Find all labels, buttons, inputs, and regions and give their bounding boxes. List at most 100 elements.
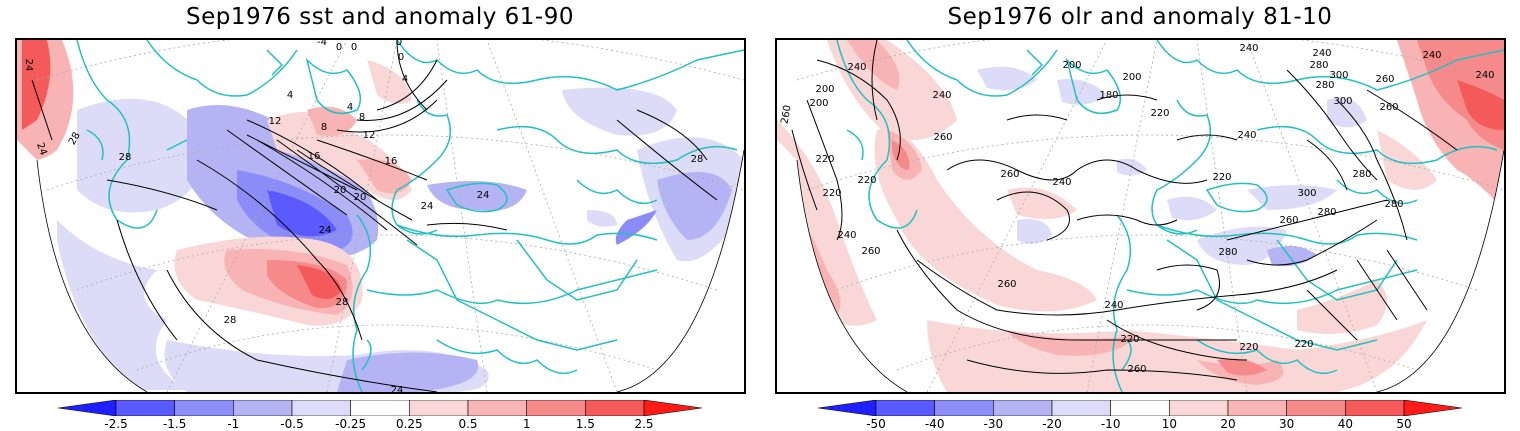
olr-contours bbox=[791, 40, 1458, 381]
olr-label-260-b: 260 bbox=[1375, 74, 1394, 85]
olr-colorbar-swatch bbox=[875, 400, 935, 416]
olr-colorbar-swatch bbox=[993, 400, 1053, 416]
olr-label-220-e: 220 bbox=[822, 188, 841, 199]
olr-label-240-b: 240 bbox=[932, 90, 951, 101]
olr-label-260-c: 260 bbox=[1379, 102, 1398, 113]
sst-colorbar-high-arrow bbox=[643, 400, 702, 416]
sst-colorbar-tick-label: -1 bbox=[227, 417, 240, 431]
sst-label-24-c: 24 bbox=[421, 201, 434, 212]
sst-colorbar-tick-label: -1.5 bbox=[162, 417, 187, 431]
olr-anomaly-map: 240 200 200 260 240 200 180 200 220 240 … bbox=[775, 38, 1506, 394]
olr-label-240-j: 240 bbox=[1104, 300, 1123, 311]
sst-colorbar-tick-label: 1 bbox=[522, 417, 531, 431]
olr-label-240-h: 240 bbox=[1052, 177, 1071, 188]
sst-label-12-b: 12 bbox=[363, 130, 376, 141]
olr-label-240-f: 240 bbox=[1475, 70, 1494, 81]
sst-colorbar-tick-label: 1.5 bbox=[575, 417, 595, 431]
sst-label-24-tl: 24 bbox=[23, 59, 34, 72]
olr-label-240-e: 240 bbox=[1422, 50, 1441, 61]
olr-label-200-c: 200 bbox=[1062, 60, 1081, 71]
olr-label-260-e: 260 bbox=[1000, 169, 1019, 180]
sst-label-12-a: 12 bbox=[269, 116, 282, 127]
olr-label-300-a: 300 bbox=[1329, 70, 1348, 81]
olr-label-280-d: 280 bbox=[1384, 199, 1403, 210]
sst-anomaly-shading bbox=[17, 40, 744, 392]
sst-label-24-d: 24 bbox=[477, 190, 490, 201]
sst-anomaly-map: 24 28 24 28 -4 0 0 0 0 4 4 4 8 8 12 12 1… bbox=[15, 38, 746, 394]
olr-label-240-d: 240 bbox=[1312, 48, 1331, 59]
olr-label-260-d: 260 bbox=[933, 132, 952, 143]
olr-label-180: 180 bbox=[1099, 90, 1118, 101]
olr-colorbar-tick-label: -40 bbox=[924, 417, 945, 431]
sst-label-0-b: 0 bbox=[351, 42, 357, 53]
sst-contour-labels: 24 28 24 28 -4 0 0 0 0 4 4 4 8 8 12 12 1… bbox=[23, 40, 703, 392]
olr-label-220-d: 220 bbox=[1212, 172, 1231, 183]
sst-colorbar-swatch bbox=[291, 400, 351, 416]
olr-label-240-g: 240 bbox=[1237, 130, 1256, 141]
left-map-title: Sep1976 sst and anomaly 61-90 bbox=[186, 4, 574, 30]
sst-label-28-f: 28 bbox=[691, 154, 704, 165]
olr-label-300-b: 300 bbox=[1333, 96, 1352, 107]
sst-colorbar-swatch bbox=[526, 400, 586, 416]
olr-label-260-i: 260 bbox=[1127, 364, 1146, 375]
olr-label-280-a: 280 bbox=[1309, 60, 1328, 71]
olr-label-220-g: 220 bbox=[1239, 342, 1258, 353]
sst-colorbar-swatch bbox=[233, 400, 293, 416]
sst-colorbar-swatch bbox=[115, 400, 175, 416]
olr-colorbar-swatch bbox=[934, 400, 994, 416]
sst-label-28-e: 28 bbox=[224, 315, 237, 326]
sst-label-24-e: 24 bbox=[319, 225, 332, 236]
sst-label-20-b: 20 bbox=[354, 192, 367, 203]
sst-label-0-c: 0 bbox=[396, 40, 402, 48]
olr-label-260-a: 260 bbox=[779, 104, 793, 125]
sst-coastlines bbox=[76, 40, 744, 392]
olr-label-260-g: 260 bbox=[861, 246, 880, 257]
sst-colorbar-swatch bbox=[350, 400, 410, 416]
sst-colorbar-tick-label: -2.5 bbox=[104, 417, 128, 431]
olr-colorbar-swatch bbox=[1051, 400, 1111, 416]
olr-label-300-c: 300 bbox=[1297, 188, 1316, 199]
sst-colorbar-swatch bbox=[585, 400, 645, 416]
sst-label-8-a: 8 bbox=[359, 112, 365, 123]
sst-contours bbox=[31, 40, 718, 392]
olr-label-260-h: 260 bbox=[997, 279, 1016, 290]
sst-colorbar-swatches bbox=[58, 400, 702, 416]
sst-label-16-b: 16 bbox=[385, 156, 398, 167]
olr-colorbar-high-arrow bbox=[1403, 400, 1462, 416]
olr-label-280-c: 280 bbox=[1352, 169, 1371, 180]
sst-label-8-b: 8 bbox=[321, 122, 327, 133]
sst-colorbar-swatch bbox=[409, 400, 469, 416]
olr-label-220-a: 220 bbox=[1150, 108, 1169, 119]
sst-label-4-c: 4 bbox=[347, 102, 353, 113]
olr-colorbar-tick-label: 40 bbox=[1337, 417, 1353, 431]
right-map-title: Sep1976 olr and anomaly 81-10 bbox=[947, 4, 1333, 30]
olr-map-canvas: 240 200 200 260 240 200 180 200 220 240 … bbox=[777, 40, 1504, 392]
olr-label-220-c: 220 bbox=[857, 175, 876, 186]
sst-colorbar-swatch bbox=[174, 400, 234, 416]
sst-label-24-f: 24 bbox=[391, 385, 404, 392]
sst-map-canvas: 24 28 24 28 -4 0 0 0 0 4 4 4 8 8 12 12 1… bbox=[17, 40, 744, 392]
olr-label-200-b: 200 bbox=[809, 98, 828, 109]
olr-colorbar-tick-label: 50 bbox=[1396, 417, 1412, 431]
olr-colorbar-swatch bbox=[1286, 400, 1346, 416]
sst-colorbar-tick-label: -0.5 bbox=[280, 417, 304, 431]
olr-colorbar-swatch bbox=[1110, 400, 1170, 416]
olr-contour-labels: 240 200 200 260 240 200 180 200 220 240 … bbox=[779, 43, 1494, 375]
olr-label-220-h: 220 bbox=[1294, 339, 1313, 350]
olr-colorbar-swatch bbox=[1227, 400, 1287, 416]
sst-label-24-b: 24 bbox=[34, 141, 49, 157]
sst-colorbar-low-arrow bbox=[58, 400, 117, 416]
olr-colorbar-swatches bbox=[818, 400, 1462, 416]
olr-colorbar-tick-label: 30 bbox=[1279, 417, 1295, 431]
sst-colorbar-swatch bbox=[467, 400, 527, 416]
sst-colorbar-tick-label: -0.25 bbox=[335, 417, 367, 431]
olr-colorbar-tick-label: -30 bbox=[983, 417, 1004, 431]
sst-colorbar: -2.5 -1.5 -1 -0.5 -0.25 0.25 0.5 1 1.5 2.5 bbox=[58, 400, 702, 431]
sst-label-20-a: 20 bbox=[334, 185, 347, 196]
sst-label-0-a: 0 bbox=[336, 42, 342, 53]
olr-colorbar: -50 -40 -30 -20 -10 10 20 30 40 50 bbox=[818, 400, 1462, 431]
sst-label-0-d: 0 bbox=[398, 52, 404, 63]
olr-label-220-f: 220 bbox=[1120, 334, 1139, 345]
olr-label-240-i: 240 bbox=[837, 230, 856, 241]
olr-colorbar-tick-label: 20 bbox=[1220, 417, 1236, 431]
